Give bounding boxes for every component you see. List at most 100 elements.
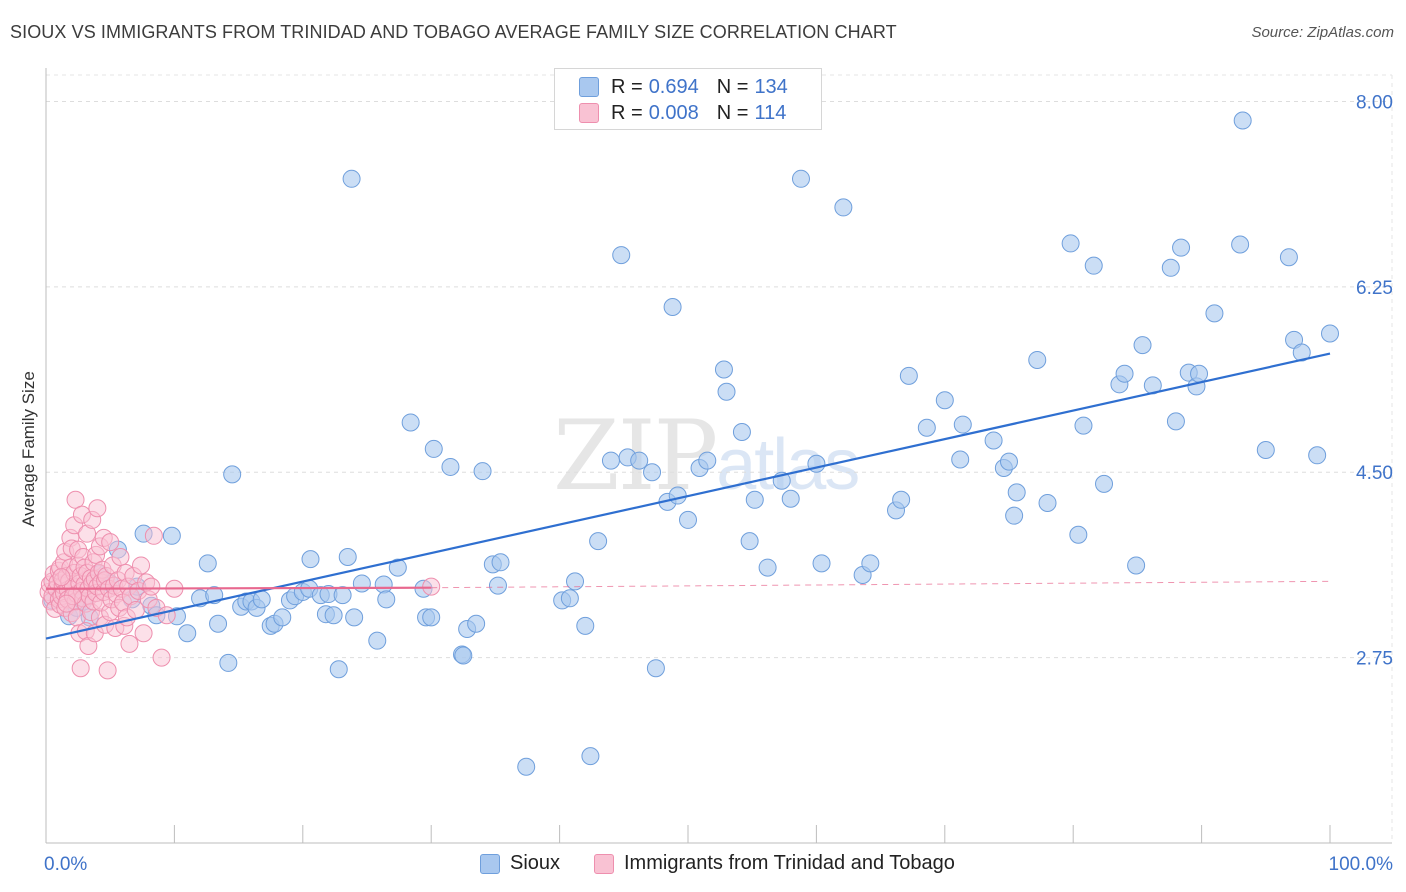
y-tick-label: 8.00	[1356, 92, 1393, 113]
axes	[45, 68, 1392, 844]
trend-lines	[45, 352, 1331, 640]
sioux-point	[345, 608, 364, 627]
sioux-point	[643, 463, 662, 482]
sioux-point	[1005, 506, 1024, 525]
legend-r-value: 0.694	[648, 75, 699, 98]
sioux-point	[861, 554, 880, 573]
sioux-point	[491, 553, 510, 572]
sioux-point	[791, 169, 810, 188]
sioux-point	[223, 465, 242, 484]
y-tick-label: 4.50	[1356, 463, 1393, 484]
sioux-point	[717, 382, 736, 401]
sioux-point	[812, 554, 831, 573]
sioux-point	[401, 413, 420, 432]
sioux-point	[740, 532, 759, 551]
sioux-point	[834, 198, 853, 217]
sioux-point	[209, 614, 228, 633]
sioux-point	[1095, 474, 1114, 493]
trinidad-point	[111, 547, 130, 566]
sioux-point	[698, 451, 717, 470]
sioux-point	[219, 653, 238, 672]
sioux-point	[589, 532, 608, 551]
sioux-point	[333, 586, 352, 605]
sioux-point	[488, 576, 507, 595]
sioux-point	[1190, 364, 1209, 383]
sioux-point	[301, 550, 320, 569]
sioux-point	[984, 431, 1003, 450]
sioux-point	[1205, 304, 1224, 323]
sioux-point	[368, 631, 387, 650]
sioux-point	[1069, 525, 1088, 544]
sioux-point	[1115, 364, 1134, 383]
sioux-point	[1166, 412, 1185, 431]
chart-title: SIOUX VS IMMIGRANTS FROM TRINIDAD AND TO…	[10, 22, 897, 42]
x-tick-label-end: 100.0%	[1329, 854, 1394, 875]
sioux-point	[374, 575, 393, 594]
trinidad-point	[120, 634, 139, 653]
sioux-point	[1161, 258, 1180, 277]
sioux-point	[663, 297, 682, 316]
sioux-point	[422, 608, 441, 627]
sioux-point	[935, 391, 954, 410]
legend-swatch-trinidad	[579, 103, 599, 123]
trinidad-point	[66, 490, 85, 509]
sioux-point	[1127, 556, 1146, 575]
sioux-point	[917, 418, 936, 437]
legend-row-trinidad: R = 0.008 N = 114	[579, 100, 804, 126]
sioux-point	[714, 360, 733, 379]
y-tick-label: 2.75	[1356, 649, 1393, 670]
bottom-legend-sioux: Sioux	[480, 852, 560, 875]
source-label: Source: ZipAtlas.com	[1251, 24, 1394, 41]
sioux-point	[1000, 452, 1018, 471]
sioux-point	[273, 608, 292, 627]
axis-labels: 2.75 4.50 6.25 8.00 0.0% 100.0% Average Family…	[19, 92, 1393, 875]
legend-n-label: N =	[716, 101, 749, 124]
sioux-point	[198, 554, 217, 573]
sioux-point	[1231, 235, 1250, 254]
sioux-point	[342, 169, 361, 188]
sioux-point	[1061, 234, 1080, 253]
sioux-point	[612, 246, 631, 265]
trinidad-point	[157, 606, 176, 625]
bottom-legend-swatch-trinidad	[594, 853, 614, 874]
sioux-point	[745, 490, 764, 509]
sioux-point	[566, 572, 585, 591]
trinidad-point	[52, 568, 71, 587]
sioux-point	[252, 590, 271, 609]
trinidad-point	[71, 659, 90, 678]
bottom-legend-label-sioux: Sioux	[510, 852, 561, 874]
sioux-point	[892, 490, 911, 509]
legend-n-value: 134	[754, 75, 788, 98]
sioux-point	[338, 547, 357, 566]
sioux-point	[517, 757, 536, 776]
sioux-point	[601, 451, 620, 470]
sioux-point	[178, 624, 197, 643]
trinidad-point	[152, 648, 171, 667]
sioux-point	[646, 659, 665, 678]
bottom-legend-trinidad: Immigrants from Trinidad and Tobago	[594, 852, 955, 875]
sioux-point	[1308, 446, 1327, 465]
bottom-legend-swatch-sioux	[480, 853, 500, 874]
sioux-point	[1233, 111, 1252, 130]
grid-lines	[46, 74, 1393, 843]
sioux-point	[1028, 350, 1047, 369]
sioux-point	[581, 747, 600, 766]
sioux-point	[467, 614, 486, 633]
sioux-point	[1172, 238, 1191, 257]
legend-n-value: 114	[754, 101, 787, 124]
legend-n-label: N =	[716, 75, 749, 98]
sioux-trend-line	[45, 352, 1331, 640]
sioux-point	[441, 457, 460, 476]
trinidad-point	[144, 526, 163, 545]
sioux-point	[1074, 416, 1093, 435]
trinidad-trend-line	[45, 586, 432, 590]
sioux-point	[781, 489, 800, 508]
sioux-point	[352, 574, 371, 593]
sioux-point	[668, 486, 687, 505]
sioux-point	[1084, 256, 1103, 275]
sioux-point	[1256, 440, 1275, 459]
sioux-point	[162, 526, 181, 545]
sioux-point	[454, 646, 473, 665]
bottom-legend-label-trinidad: Immigrants from Trinidad and Tobago	[624, 852, 955, 874]
sioux-point	[560, 589, 579, 608]
